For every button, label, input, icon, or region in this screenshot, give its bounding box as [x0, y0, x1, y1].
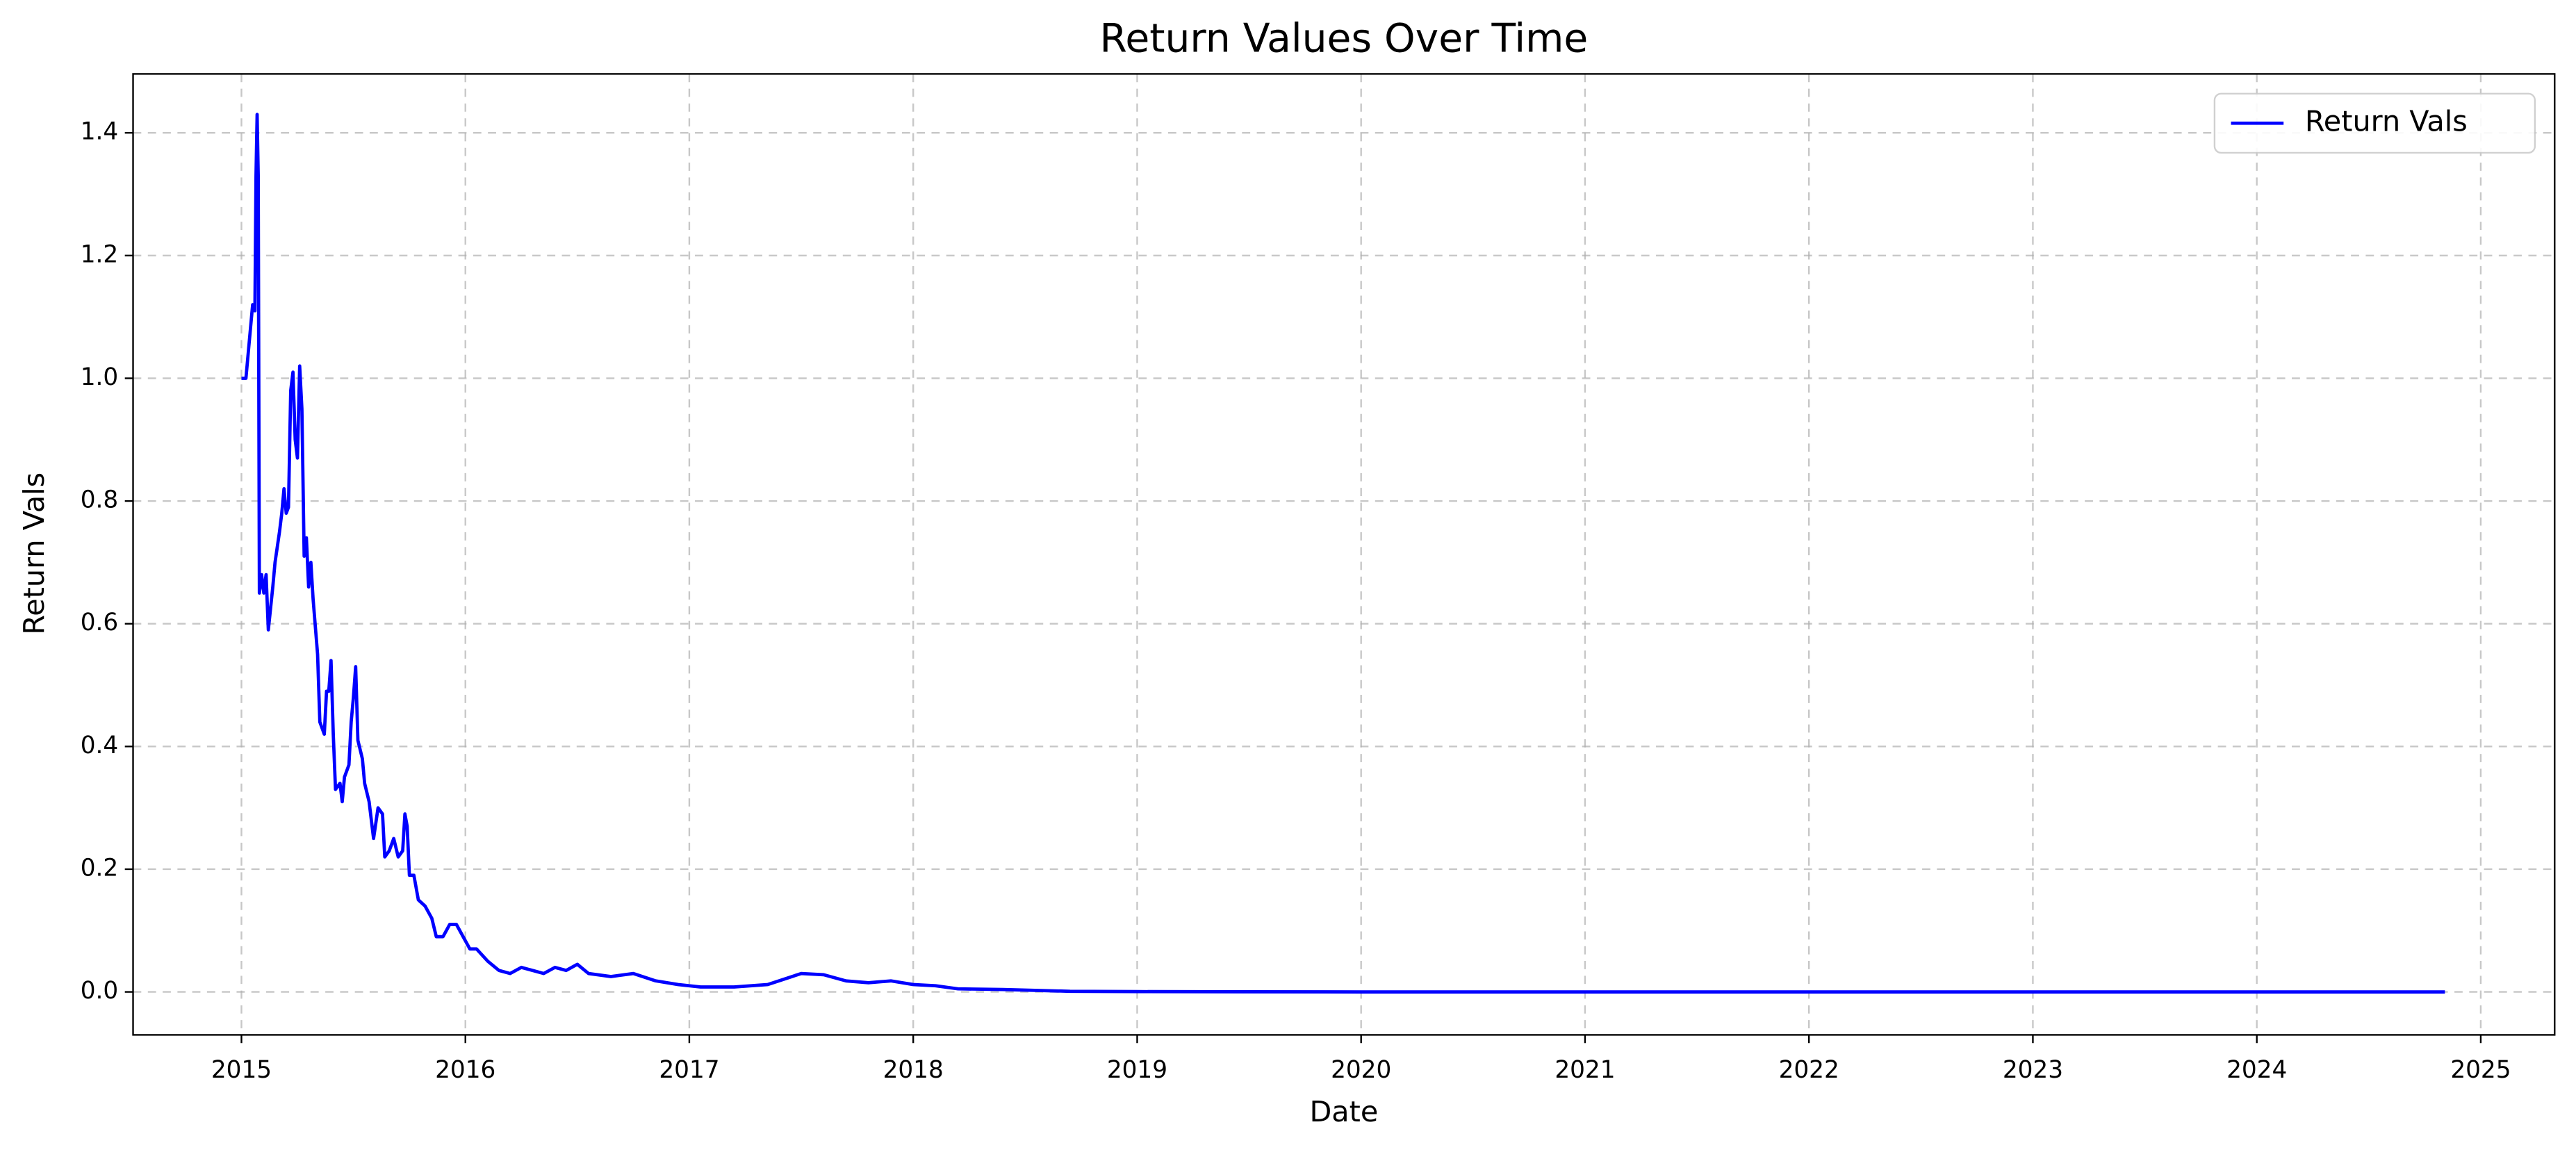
x-tick-label: 2016	[435, 1056, 495, 1084]
x-tick-label: 2023	[2003, 1056, 2063, 1084]
y-tick-label: 1.0	[81, 363, 119, 391]
y-tick-label: 1.2	[81, 240, 119, 268]
chart-title: Return Values Over Time	[1099, 16, 1588, 62]
x-axis-label: Date	[1309, 1095, 1378, 1128]
x-tick-label: 2015	[211, 1056, 272, 1084]
legend-label: Return Vals	[2305, 104, 2468, 138]
y-tick-label: 0.0	[81, 977, 119, 1005]
plot-frame	[132, 73, 2556, 1036]
x-tick-label: 2018	[883, 1056, 944, 1084]
x-tick-label: 2020	[1331, 1056, 1391, 1084]
data-line	[241, 113, 2445, 994]
y-tick-label: 0.8	[81, 486, 119, 514]
x-tick-label: 2025	[2450, 1056, 2511, 1084]
x-tick-label: 2021	[1554, 1056, 1615, 1084]
y-tick-label: 1.4	[81, 118, 119, 146]
x-tick-label: 2022	[1779, 1056, 1839, 1084]
x-tick-label: 2017	[659, 1056, 719, 1084]
legend-box	[2213, 92, 2536, 154]
y-tick-label: 0.2	[81, 854, 119, 882]
y-tick-label: 0.6	[81, 609, 119, 636]
y-axis-label: Return Vals	[17, 472, 51, 635]
y-tick-label: 0.4	[81, 732, 119, 759]
x-tick-label: 2019	[1107, 1056, 1167, 1084]
x-tick-label: 2024	[2226, 1056, 2287, 1084]
